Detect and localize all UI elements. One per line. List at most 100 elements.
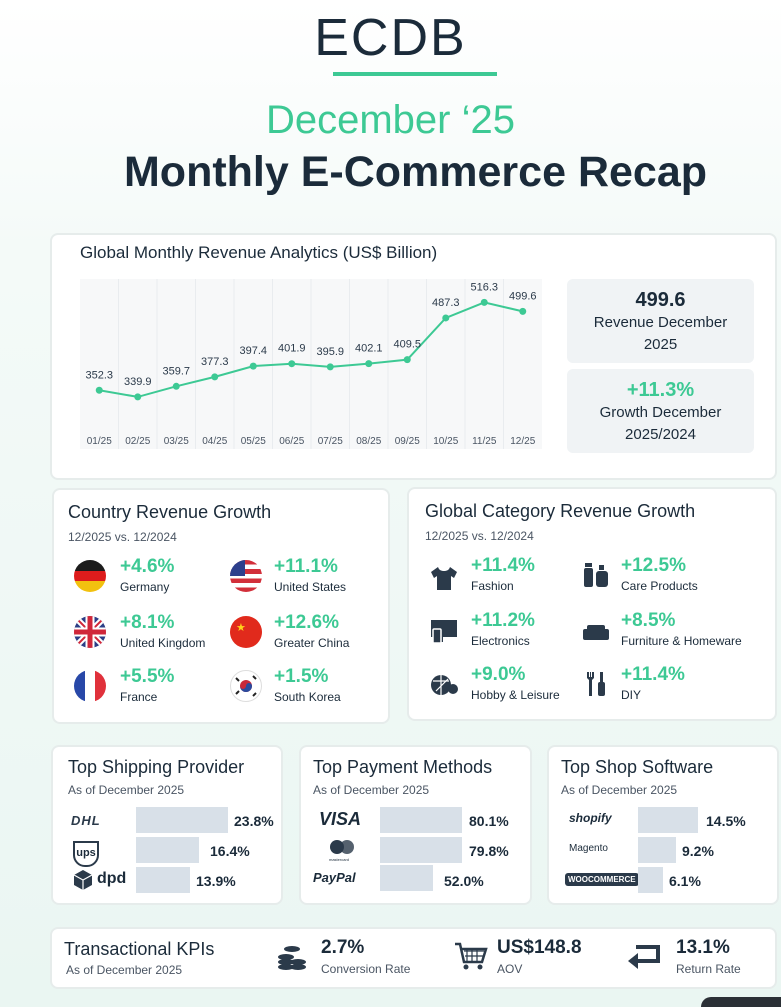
shirt-icon: [431, 567, 457, 590]
data-point: [519, 307, 527, 315]
software-pct-woocommerce: 6.1%: [669, 873, 701, 889]
us-flag-icon: [230, 560, 262, 592]
ecdb-logo: ECDB: [314, 9, 467, 67]
data-point: [480, 298, 488, 306]
payment-pct-visa: 80.1%: [469, 813, 509, 829]
data-point: [288, 360, 296, 368]
software-bar-woocommerce: [638, 867, 663, 893]
category-item-fashion: +11.4% Fashion: [471, 555, 535, 593]
germany-flag-icon: [74, 560, 106, 592]
category-label: Care Products: [621, 579, 698, 593]
growth-kpi-label-2: 2025/2024: [625, 426, 696, 443]
category-card-subtitle: 12/2025 vs. 12/2024: [425, 529, 534, 543]
country-item-united-kingdom: +8.1% United Kingdom: [120, 612, 205, 650]
svg-text:★: ★: [236, 621, 246, 634]
france-flag-icon: [74, 670, 106, 702]
software-bar-magento: [638, 837, 676, 863]
x-tick-label: 09/25: [395, 436, 420, 447]
corner-overlay: [701, 997, 781, 1007]
x-tick-label: 04/25: [202, 436, 227, 447]
software-pct-shopify: 14.5%: [706, 813, 746, 829]
data-label: 352.3: [85, 369, 113, 381]
country-item-greater-china: +12.6% Greater China: [274, 612, 349, 650]
revenue-card: Global Monthly Revenue Analytics (US$ Bi…: [50, 233, 777, 480]
x-tick-label: 01/25: [87, 436, 112, 447]
data-point: [326, 363, 334, 371]
category-label: Hobby & Leisure: [471, 688, 560, 702]
shipping-card-subtitle: As of December 2025: [68, 783, 185, 797]
kpi-conversion: 2.7% Conversion Rate: [321, 937, 410, 976]
data-label: 409.5: [393, 339, 421, 351]
category-label: Electronics: [471, 634, 530, 648]
revenue-line-chart: 352.3 01/25 339.9 02/25 359.7 03/25 377.3 04/25…: [80, 279, 542, 449]
country-value: +1.5%: [274, 666, 329, 687]
revenue-kpi-box: 499.6 Revenue December 2025: [567, 279, 754, 363]
x-tick-label: 05/25: [241, 436, 266, 447]
dhl-logo: DHL: [71, 813, 101, 828]
ball-icon: [431, 675, 458, 695]
mastercard-icon: [330, 840, 354, 854]
monitor-icon: [431, 620, 457, 644]
bottles-icon: [584, 563, 608, 587]
category-label: Fashion: [471, 579, 514, 593]
report-month: December ‘25: [265, 98, 515, 142]
data-label: 402.1: [355, 343, 383, 355]
country-value: +11.1%: [274, 556, 338, 577]
category-value: +9.0%: [471, 664, 526, 685]
payment-bar-mastercard: [380, 837, 462, 863]
korea-flag-icon: [230, 670, 262, 702]
page-title: Monthly E-Commerce Recap: [123, 148, 708, 196]
kpi-label: Return Rate: [676, 962, 741, 976]
shipping-bar-ups: [136, 837, 199, 863]
category-value: +11.2%: [471, 610, 535, 631]
payment-card-subtitle: As of December 2025: [313, 783, 430, 797]
logo-underline: [333, 72, 497, 76]
data-label: 487.3: [432, 297, 460, 309]
category-label: Furniture & Homeware: [621, 634, 742, 648]
paypal-logo: PayPal: [313, 870, 356, 885]
category-value: +8.5%: [621, 610, 676, 631]
tools-icon: [587, 672, 605, 696]
magento-logo: Magento: [569, 843, 608, 854]
country-label: United States: [274, 580, 347, 594]
country-label: Germany: [120, 580, 170, 594]
kpi-aov: US$148.8 AOV: [497, 937, 582, 976]
data-label: 395.9: [316, 346, 344, 358]
category-card-title: Global Category Revenue Growth: [425, 501, 696, 521]
category-item-care-products: +12.5% Care Products: [621, 555, 698, 593]
country-value: +4.6%: [120, 556, 175, 577]
payment-card-title: Top Payment Methods: [313, 757, 493, 777]
category-item-diy: +11.4% DIY: [621, 664, 685, 702]
category-value: +11.4%: [621, 664, 685, 685]
shipping-pct-dhl: 23.8%: [234, 813, 274, 829]
kpi-label: Conversion Rate: [321, 962, 411, 976]
category-item-electronics: +11.2% Electronics: [471, 610, 535, 648]
kpi-value: US$148.8: [497, 937, 582, 958]
data-label: 516.3: [470, 281, 498, 293]
return-arrow-icon: [628, 945, 660, 969]
kpi-value: 13.1%: [676, 937, 730, 958]
software-card-title: Top Shop Software: [561, 757, 714, 777]
country-label: South Korea: [274, 690, 341, 704]
revenue-kpi-label-1: Revenue December: [593, 314, 728, 331]
kpis-title: Transactional KPIs: [64, 939, 215, 959]
x-tick-label: 11/25: [472, 436, 497, 447]
data-label: 377.3: [201, 356, 229, 368]
x-tick-label: 06/25: [279, 436, 304, 447]
category-value: +11.4%: [471, 555, 535, 576]
shipping-card-title: Top Shipping Provider: [68, 757, 245, 777]
growth-kpi-value: +11.3%: [626, 379, 695, 401]
country-card-subtitle: 12/2025 vs. 12/2024: [68, 530, 177, 544]
payment-card: Top Payment Methods As of December 2025 …: [299, 745, 532, 905]
x-tick-label: 10/25: [433, 436, 458, 447]
country-label: United Kingdom: [120, 636, 206, 650]
country-label: Greater China: [274, 636, 350, 650]
ups-logo: ups: [73, 841, 99, 867]
sofa-icon: [583, 625, 609, 640]
software-card: Top Shop Software As of December 2025 sh…: [547, 745, 779, 905]
shipping-card: Top Shipping Provider As of December 202…: [51, 745, 283, 905]
shipping-bar-dpd: [136, 867, 190, 893]
data-point: [442, 314, 450, 322]
kpis-subtitle: As of December 2025: [66, 963, 183, 977]
growth-kpi-box: +11.3% Growth December 2025/2024: [567, 369, 754, 453]
